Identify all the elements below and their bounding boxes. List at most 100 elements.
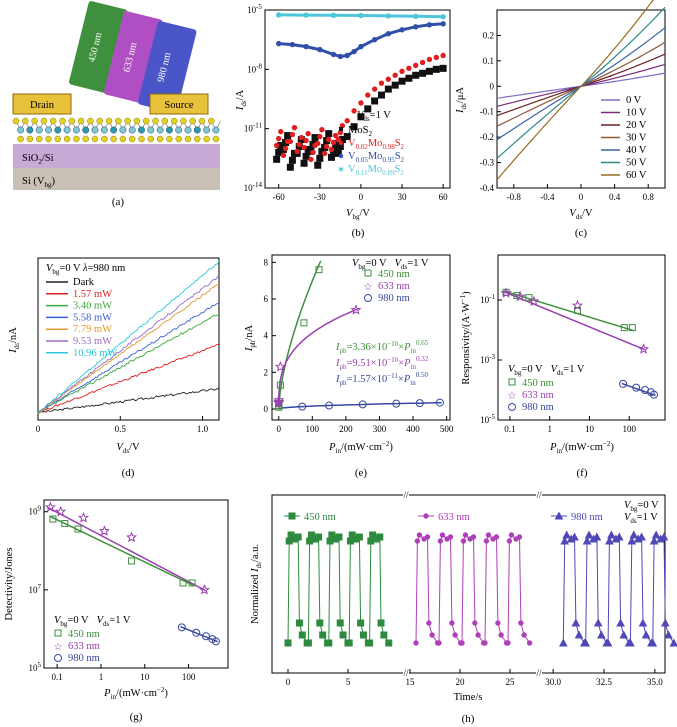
sulfur-atom: [22, 117, 29, 125]
legend-633: 633 nm: [522, 390, 554, 401]
legend-label-450 nm: 450 nm: [304, 512, 336, 523]
source-contact: [149, 93, 209, 115]
data-point-V0.02Mo0.98S2: [326, 136, 332, 143]
sulfur-atom: [77, 117, 85, 125]
sulfur-atom: [166, 135, 173, 143]
data-point-V0.05Mo0.95S2: [385, 31, 392, 37]
data-point-V0.02Mo0.98S2: [351, 108, 357, 114]
legend-marker-450 nm: [288, 512, 296, 520]
sulfur-atom: [203, 135, 210, 143]
panel-label-e: (e): [355, 467, 368, 479]
legend-450-marker: [508, 378, 516, 386]
data-point-V0.05Mo0.95S2: [303, 43, 309, 50]
data-point-633 nm: [447, 534, 454, 540]
data-point-450 nm: [300, 319, 308, 327]
fit-line-0: [503, 290, 634, 332]
data-point-MoS2: [311, 134, 319, 142]
x-tick-label: 400: [406, 424, 420, 434]
data-point-633 nm: [638, 343, 650, 354]
y-tick-label: 2: [264, 367, 269, 377]
x-tick-label: 0: [359, 192, 364, 202]
sulfur-atom: [124, 117, 131, 125]
data-point-633 nm: [483, 538, 490, 544]
data-point-633 nm: [436, 640, 442, 646]
legend-label-633 nm: 633 nm: [438, 512, 470, 523]
metal-atom: [54, 126, 62, 134]
y-tick-label: 10-1: [480, 293, 495, 305]
data-point-450 nm: [328, 531, 336, 539]
data-point-450 nm: [315, 266, 323, 274]
data-point-V0.02Mo0.98S2: [310, 149, 316, 156]
waveform-450 nm: [287, 534, 390, 644]
legend-label-50 V: 50 V: [626, 158, 647, 169]
data-point-633 nm: [414, 538, 421, 544]
data-point-633 nm: [198, 584, 210, 595]
x-tick-label: -0.4: [540, 192, 555, 202]
panel-g-ylabel: Detectivity/Jones: [4, 548, 15, 621]
data-point-450 nm: [380, 631, 388, 639]
data-point-V0.02Mo0.98S2: [291, 124, 298, 131]
data-point-450 nm: [304, 639, 312, 647]
legend-633-marker: ☆: [507, 391, 517, 402]
data-point-450 nm: [326, 537, 334, 545]
data-point-V0.11Mo0.89S2: [440, 14, 446, 20]
panel-h-switching: 0 5 15 20 25 30.0 32.5 35.0 // // // // 450 nm 633 n…: [250, 490, 677, 725]
panel-f-ylabel: Responsivity/(A·W−1): [459, 291, 472, 385]
legend-label-30 V: 30 V: [626, 133, 647, 144]
legend-marker-980 nm: [554, 511, 564, 520]
data-point-980 nm: [619, 379, 628, 388]
x-tick-label: 0: [579, 192, 584, 202]
data-point-980 nm: [660, 618, 670, 627]
x-tick-label: 0.8: [643, 192, 655, 202]
fit-line-2: [621, 382, 656, 397]
data-point-633 nm: [350, 304, 362, 315]
sulfur-atom: [128, 135, 136, 143]
data-point-633 nm: [462, 532, 469, 538]
metal-atom: [128, 126, 136, 134]
data-point-980 nm: [177, 623, 186, 632]
x-tick-label: 100: [306, 424, 320, 434]
data-point-MoS2: [425, 67, 433, 75]
waveform-633 nm: [415, 534, 531, 644]
data-point-980 nm: [192, 628, 201, 637]
drain-contact: [12, 93, 72, 115]
data-point-V0.02Mo0.98S2: [317, 133, 323, 140]
data-point-980 nm: [558, 638, 568, 647]
data-point-633 nm: [416, 532, 423, 538]
sulfur-atom: [138, 135, 145, 143]
data-point-450 nm: [128, 557, 136, 565]
axis-break-mask: [403, 670, 409, 676]
panel-g-detectivity: 0.1 1 10 100 109 107 105 Detectivity/Jones Pin…: [4, 499, 229, 723]
fit-line-1: [47, 506, 207, 592]
panel-c-xlabel: Vds/V: [569, 208, 593, 221]
fit-curve-2: [278, 401, 442, 410]
sulfur-atom: [175, 135, 182, 143]
data-point-980 nm: [638, 618, 648, 627]
x-tick-label: 0.4: [609, 192, 621, 202]
data-point-450 nm: [316, 619, 324, 627]
data-point-450 nm: [298, 631, 306, 639]
data-point-MoS2: [405, 74, 413, 82]
legend-v002: V0.02Mo0.98S2: [348, 138, 405, 151]
data-point-V0.02Mo0.98S2: [413, 62, 419, 69]
series-line-3.40 mW: [37, 313, 220, 413]
metal-atom: [82, 126, 90, 134]
data-point-980 nm: [651, 530, 661, 539]
legend-450: 450 nm: [68, 629, 100, 640]
sulfur-atom: [35, 135, 43, 143]
data-point-980 nm: [619, 630, 629, 639]
data-point-633 nm: [528, 295, 540, 307]
data-point-V0.02Mo0.98S2: [308, 156, 314, 163]
series-line-7.79 mW: [37, 284, 220, 414]
fit-line-2: [180, 625, 218, 643]
waveform-980 nm: [562, 534, 675, 644]
data-point-633 nm: [516, 534, 523, 540]
data-point-450 nm: [385, 639, 393, 647]
data-point-633 nm: [460, 538, 467, 544]
data-point-980 nm: [571, 618, 581, 627]
sio2-layer: [13, 144, 220, 168]
panel-d-ticks: 0 0.5 1.0: [36, 416, 209, 434]
data-point-MoS2: [284, 132, 292, 140]
metal-atom: [26, 126, 34, 134]
